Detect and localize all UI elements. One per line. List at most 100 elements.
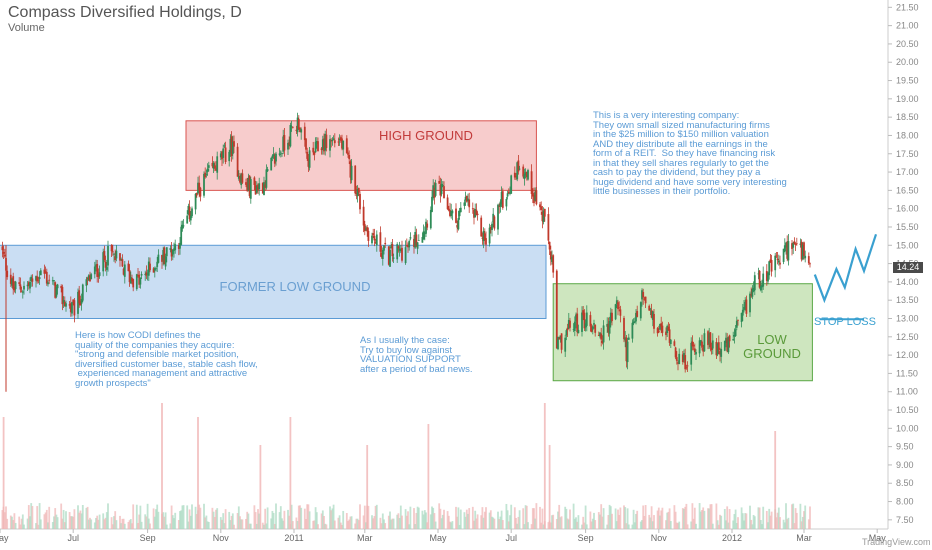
candle-body — [785, 242, 787, 248]
volume-bar — [170, 505, 173, 529]
volume-bar — [397, 513, 400, 529]
volume-bar — [384, 523, 387, 529]
candle-body — [236, 146, 239, 177]
candle-body — [157, 254, 160, 263]
candle-body — [407, 244, 409, 248]
y-tick-label: 8.50 — [896, 478, 914, 488]
y-tick-label: 18.50 — [896, 112, 919, 122]
candle-body — [607, 323, 610, 333]
candle-body — [177, 245, 180, 249]
volume-bar — [69, 516, 72, 529]
volume-bar — [140, 521, 143, 529]
volume-bar — [473, 520, 475, 529]
volume-bar — [765, 510, 768, 529]
candle-body — [278, 153, 281, 155]
candle-body — [611, 312, 613, 322]
volume-bar — [281, 518, 283, 529]
volume-bar — [264, 508, 267, 529]
volume-bar — [659, 515, 661, 529]
candle-body — [122, 268, 125, 275]
candle-body — [416, 242, 419, 249]
candle-body — [409, 237, 412, 239]
tradingview-logo[interactable]: TradingView.com — [862, 537, 931, 547]
candle-body — [97, 274, 100, 277]
y-tick-label: 19.00 — [896, 94, 919, 104]
candle-body — [271, 155, 274, 159]
volume-bar — [631, 524, 634, 529]
candle-body — [81, 284, 84, 301]
volume-bar — [733, 514, 736, 529]
candle-body — [614, 304, 617, 320]
volume-bar — [139, 505, 142, 529]
candle-body — [422, 231, 425, 240]
volume-bar — [447, 515, 450, 529]
candle-body — [1, 246, 4, 251]
candle-body — [329, 139, 331, 151]
candle-body — [359, 193, 361, 210]
candle-body — [129, 277, 132, 284]
candle-body — [145, 272, 148, 276]
candle-body — [146, 273, 149, 275]
former-low-ground-label: FORMER LOW GROUND — [219, 279, 371, 294]
volume-bar — [299, 505, 301, 529]
volume-bar — [273, 523, 276, 529]
candle-body — [384, 242, 387, 245]
candle-body — [499, 201, 502, 207]
volume-bar — [625, 523, 628, 529]
volume-bar — [182, 505, 185, 529]
volume-bar — [792, 503, 795, 529]
candle-body — [513, 172, 516, 178]
volume-bar — [667, 511, 670, 529]
candle-body — [213, 165, 216, 169]
x-tick-label: 2011 — [284, 533, 303, 543]
candle-body — [9, 274, 12, 284]
candle-body — [174, 244, 177, 251]
candle-body — [702, 347, 705, 352]
candle-body — [381, 249, 384, 259]
candle-body — [734, 329, 737, 337]
candle-body — [552, 255, 555, 273]
volume-bar — [229, 520, 232, 529]
volume-bar — [769, 515, 772, 529]
candle-body — [482, 231, 485, 241]
candle-body — [240, 174, 243, 186]
volume-bar — [333, 520, 336, 529]
y-tick-label: 10.50 — [896, 405, 919, 415]
volume-bar — [317, 524, 319, 529]
volume-bar — [675, 522, 678, 529]
volume-bar — [644, 505, 647, 529]
volume-bar — [213, 516, 216, 529]
volume-bar — [221, 519, 223, 529]
candle-body — [264, 184, 267, 188]
volume-bar — [72, 516, 75, 529]
volume-bar — [321, 510, 324, 529]
y-tick-label: 15.00 — [896, 240, 919, 250]
volume-bar — [602, 508, 605, 529]
volume-bar — [474, 510, 477, 529]
volume-bar — [750, 519, 753, 529]
projection-line — [813, 233, 878, 304]
volume-bar — [809, 506, 811, 529]
candle-body — [809, 263, 811, 265]
volume-bar — [128, 520, 131, 529]
volume-bar — [241, 519, 244, 529]
candle-body — [749, 293, 751, 313]
candle-body — [147, 261, 150, 276]
volume-bar — [341, 524, 343, 529]
volume-bar — [188, 509, 191, 529]
volume-bar — [65, 511, 67, 529]
volume-bar — [423, 510, 426, 529]
volume-bar — [212, 511, 215, 529]
candle-body — [153, 268, 156, 271]
volume-bar — [29, 516, 31, 529]
candle-body — [265, 169, 268, 188]
candle-body — [72, 299, 75, 303]
candle-body — [255, 186, 258, 193]
candle-body — [401, 247, 403, 261]
low-ground-label: LOW GROUND — [743, 332, 801, 361]
volume-bar — [573, 518, 576, 529]
volume-bar — [456, 516, 459, 529]
candle-body — [438, 180, 441, 184]
candle-body — [413, 238, 415, 247]
